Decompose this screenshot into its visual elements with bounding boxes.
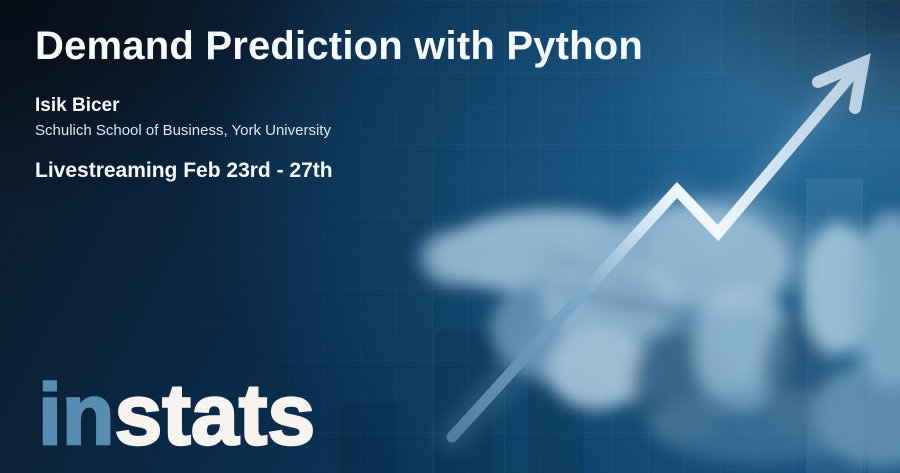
banner-content: Demand Prediction with Python Isik Bicer… [35, 22, 643, 183]
speaker-affiliation: Schulich School of Business, York Univer… [35, 122, 331, 139]
trend-arrow-icon [437, 53, 871, 452]
logo-suffix: stats [113, 366, 316, 463]
page-title: Demand Prediction with Python [35, 24, 644, 68]
instats-logo: instats [37, 371, 317, 460]
arrow-glow [643, 194, 813, 310]
schedule-text: Livestreaming Feb 23rd - 27th [35, 159, 333, 182]
speaker-name: Isik Bicer [35, 95, 120, 116]
logo-prefix: in [37, 366, 116, 463]
